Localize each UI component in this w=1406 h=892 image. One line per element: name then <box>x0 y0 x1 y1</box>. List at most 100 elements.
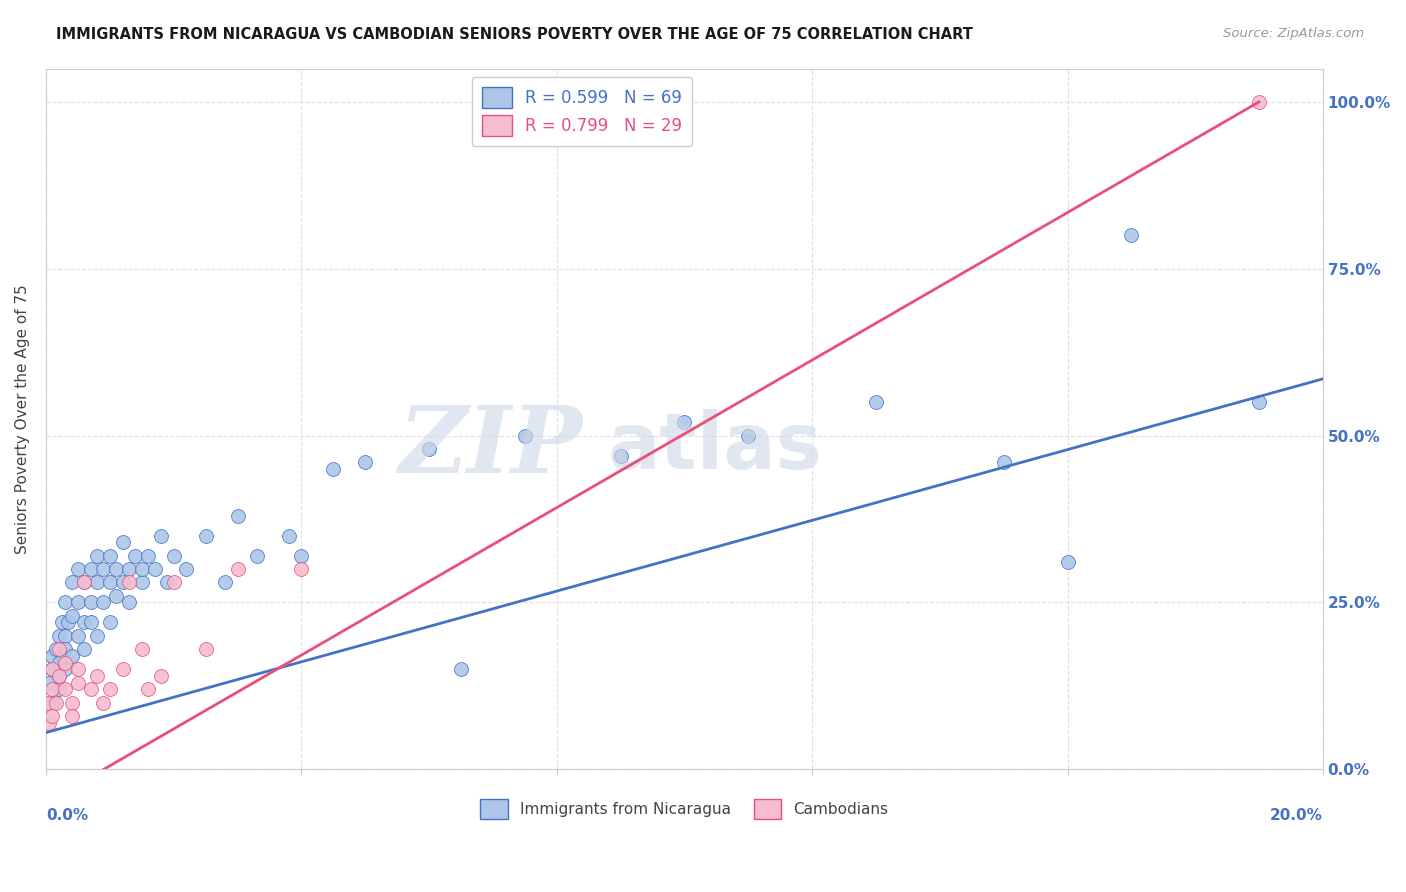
Point <box>73 615 96 630</box>
Point <box>149 669 172 683</box>
Text: Source: ZipAtlas.com: Source: ZipAtlas.com <box>1223 27 1364 40</box>
Point <box>131 575 153 590</box>
Point <box>53 656 76 670</box>
Point <box>53 682 76 697</box>
Point <box>53 642 76 657</box>
Point <box>58 615 80 630</box>
Point <box>1056 555 1078 569</box>
Point <box>513 428 536 442</box>
Point <box>354 455 377 469</box>
Text: ZIP: ZIP <box>398 402 582 492</box>
Point <box>86 575 108 590</box>
Point <box>38 715 60 730</box>
Point <box>737 428 759 442</box>
Point <box>136 549 159 563</box>
Point <box>194 642 217 657</box>
Point <box>93 562 115 576</box>
Point <box>48 682 70 697</box>
Point <box>79 562 101 576</box>
Point <box>418 442 440 456</box>
Point <box>98 615 121 630</box>
Point <box>66 662 89 676</box>
Point <box>45 642 67 657</box>
Point <box>66 629 89 643</box>
Point <box>105 562 128 576</box>
Point <box>48 669 70 683</box>
Point <box>60 575 83 590</box>
Point <box>79 615 101 630</box>
Legend: Immigrants from Nicaragua, Cambodians: Immigrants from Nicaragua, Cambodians <box>474 793 894 825</box>
Point <box>118 562 141 576</box>
Point <box>118 595 141 609</box>
Point <box>66 595 89 609</box>
Point <box>60 709 83 723</box>
Point <box>131 642 153 657</box>
Point <box>73 575 96 590</box>
Point <box>79 682 101 697</box>
Point <box>73 575 96 590</box>
Point <box>176 562 198 576</box>
Point <box>66 562 89 576</box>
Point <box>226 562 249 576</box>
Point <box>149 529 172 543</box>
Point <box>60 696 83 710</box>
Point <box>41 682 63 697</box>
Text: IMMIGRANTS FROM NICARAGUA VS CAMBODIAN SENIORS POVERTY OVER THE AGE OF 75 CORREL: IMMIGRANTS FROM NICARAGUA VS CAMBODIAN S… <box>56 27 973 42</box>
Point <box>290 549 312 563</box>
Point <box>322 462 344 476</box>
Point <box>86 669 108 683</box>
Point <box>1247 95 1270 109</box>
Point <box>60 648 83 663</box>
Point <box>38 675 60 690</box>
Y-axis label: Seniors Poverty Over the Age of 75: Seniors Poverty Over the Age of 75 <box>15 284 30 554</box>
Point <box>993 455 1015 469</box>
Point <box>194 529 217 543</box>
Point <box>131 562 153 576</box>
Point <box>105 589 128 603</box>
Point <box>73 642 96 657</box>
Point <box>53 662 76 676</box>
Point <box>41 648 63 663</box>
Point <box>86 629 108 643</box>
Point <box>246 549 269 563</box>
Point <box>53 595 76 609</box>
Point <box>60 608 83 623</box>
Point <box>37 696 59 710</box>
Point <box>98 549 121 563</box>
Point <box>48 642 70 657</box>
Point <box>118 575 141 590</box>
Point <box>98 682 121 697</box>
Point <box>214 575 236 590</box>
Point <box>66 675 89 690</box>
Point <box>277 529 299 543</box>
Point <box>48 629 70 643</box>
Point <box>111 575 134 590</box>
Point <box>51 615 73 630</box>
Point <box>1121 228 1143 243</box>
Point <box>45 696 67 710</box>
Point <box>156 575 179 590</box>
Point <box>86 549 108 563</box>
Point <box>290 562 312 576</box>
Point <box>450 662 472 676</box>
Point <box>48 669 70 683</box>
Point <box>98 575 121 590</box>
Point <box>41 696 63 710</box>
Point <box>163 549 186 563</box>
Text: 0.0%: 0.0% <box>46 808 89 823</box>
Point <box>48 656 70 670</box>
Point <box>609 449 631 463</box>
Point <box>865 395 887 409</box>
Point <box>41 709 63 723</box>
Point <box>1247 395 1270 409</box>
Point <box>163 575 186 590</box>
Point <box>93 595 115 609</box>
Point <box>111 535 134 549</box>
Text: 20.0%: 20.0% <box>1270 808 1323 823</box>
Point <box>93 696 115 710</box>
Point <box>53 629 76 643</box>
Point <box>143 562 166 576</box>
Point <box>111 662 134 676</box>
Point <box>41 662 63 676</box>
Point <box>124 549 146 563</box>
